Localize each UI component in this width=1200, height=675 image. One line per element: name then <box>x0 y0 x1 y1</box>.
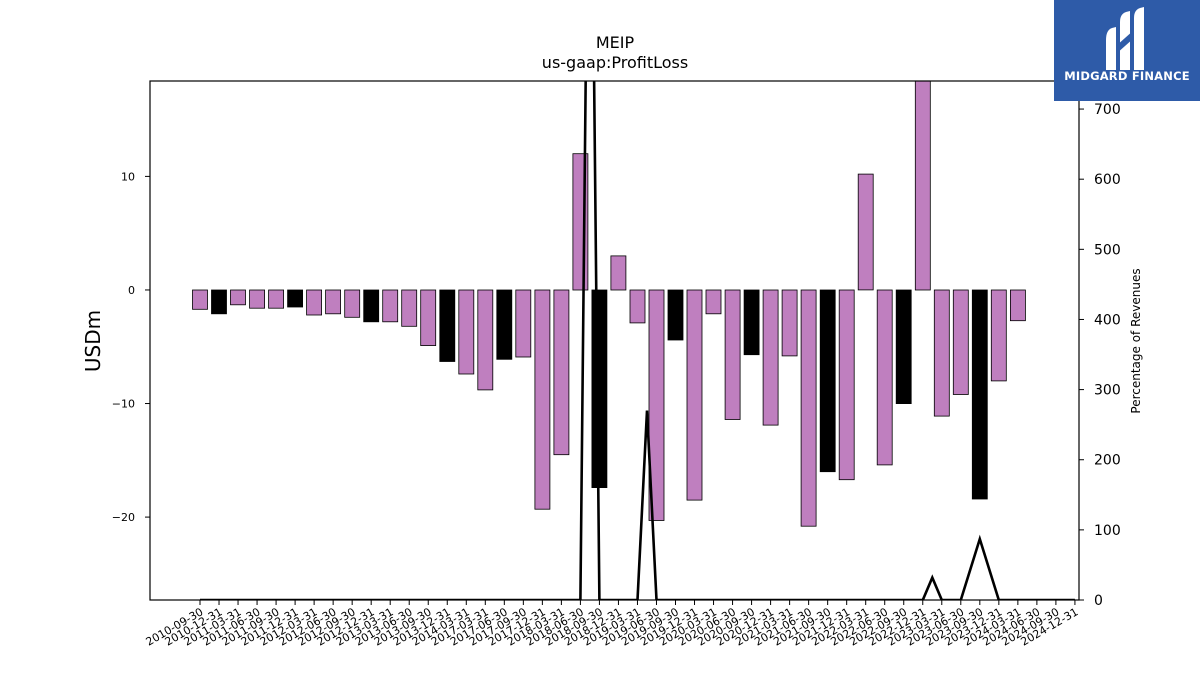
bar-2019-12-31 <box>686 289 703 501</box>
midgard-logo-icon <box>1106 7 1144 70</box>
y2-tick-label: 700 <box>1094 102 1121 118</box>
bar-2024-03-31 <box>1010 289 1026 322</box>
y2-tick-label: 0 <box>1094 593 1103 609</box>
bar-2021-12-31 <box>838 289 855 481</box>
bar-2013-03-31 <box>382 289 399 323</box>
bars-group <box>192 80 1026 527</box>
y2-tick-label: 200 <box>1094 453 1121 469</box>
bar-2010-09-30 <box>192 289 208 310</box>
y-axis-label: USDm <box>81 310 105 372</box>
bar-2022-03-31 <box>857 173 874 291</box>
bar-2018-03-31 <box>553 289 570 456</box>
bar-2021-06-30 <box>800 289 817 527</box>
y-tick-label: 10 <box>121 170 135 183</box>
bar-2021-09-30 <box>819 289 836 473</box>
bar-2011-03-31 <box>230 289 246 306</box>
bar-2018-12-31 <box>610 255 627 291</box>
bar-2020-03-31 <box>705 289 722 315</box>
bar-2012-06-30 <box>325 289 342 315</box>
percentage-of-revenues-line <box>200 81 1075 600</box>
bar-2017-12-31 <box>534 289 551 510</box>
x-axis-ticks: 2010-09-302010-12-312011-03-312011-06-30… <box>144 600 1080 649</box>
bar-2011-06-30 <box>249 289 266 309</box>
bar-2011-12-31 <box>287 289 304 308</box>
chart-subtitle: us-gaap:ProfitLoss <box>542 53 688 72</box>
y2-tick-label: 100 <box>1094 523 1121 539</box>
bar-2023-03-31 <box>933 289 950 417</box>
y2-axis-label: Percentage of Revenues <box>1129 268 1143 413</box>
bar-2022-06-30 <box>876 289 893 466</box>
right-axis-ticks: 0 100 200 300 400 500 600 700 <box>1079 102 1121 609</box>
logo-brand-text: MIDGARD FINANCE <box>1064 69 1190 83</box>
bar-2010-12-31 <box>211 289 227 315</box>
bar-2020-12-31 <box>762 289 779 426</box>
bar-2017-03-31 <box>477 289 494 391</box>
bar-2022-09-30 <box>895 289 912 404</box>
bar-2019-09-30 <box>667 289 684 341</box>
bar-2011-09-30 <box>268 289 285 309</box>
left-axis-ticks: −20 −10 0 10 <box>112 170 150 524</box>
plot-frame <box>149 80 1080 601</box>
percentage-line-group <box>200 81 1075 600</box>
y2-tick-label: 600 <box>1094 172 1121 188</box>
bar-2012-09-30 <box>344 289 361 318</box>
bar-2019-03-31 <box>629 289 646 324</box>
y2-tick-label: 500 <box>1094 242 1121 258</box>
bar-2023-09-30 <box>971 289 988 500</box>
y-tick-label: −10 <box>112 398 135 411</box>
bar-2013-09-30 <box>420 289 437 346</box>
y2-tick-label: 400 <box>1094 312 1121 328</box>
y-tick-label: 0 <box>128 284 135 297</box>
bar-2017-09-30 <box>515 289 532 358</box>
y2-tick-label: 300 <box>1094 383 1121 399</box>
bar-2020-09-30 <box>743 289 760 356</box>
bar-2021-03-31 <box>781 289 798 357</box>
bar-2013-06-30 <box>401 289 418 327</box>
bar-2014-03-31 <box>458 289 475 375</box>
bar-2019-06-30 <box>648 289 665 521</box>
bar-2023-12-31 <box>990 289 1007 382</box>
bar-2012-12-31 <box>363 289 380 323</box>
bar-2020-06-30 <box>724 289 741 420</box>
bar-2022-12-31 <box>914 80 931 291</box>
bar-2023-06-30 <box>952 289 969 395</box>
bar-2018-09-30 <box>591 289 608 489</box>
y-tick-label: −20 <box>112 511 135 524</box>
bar-2017-06-30 <box>496 289 513 360</box>
midgard-finance-logo: MIDGARD FINANCE <box>1054 0 1200 101</box>
bar-2012-03-31 <box>306 289 323 316</box>
chart-title: MEIP <box>596 33 635 52</box>
bar-2013-12-31 <box>439 289 456 362</box>
